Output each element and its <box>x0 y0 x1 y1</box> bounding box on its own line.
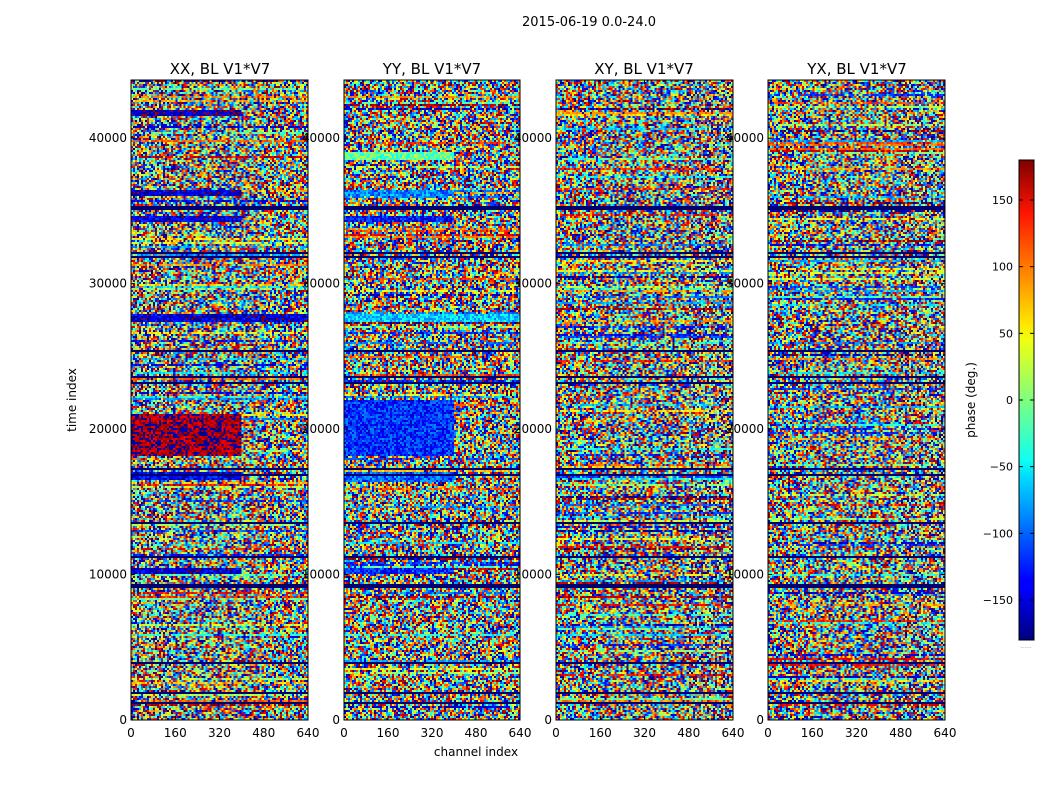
x-tick-label: 480 <box>252 726 275 740</box>
y-tick-label: 40000 <box>726 131 764 145</box>
x-tick-label: 480 <box>889 726 912 740</box>
axis-ticks: 0 160 320 480 640 0 10000 20000 30000 40000 0 160 32… <box>89 80 957 740</box>
y-tick-label: 40000 <box>514 131 552 145</box>
x-tick-label: 160 <box>589 726 612 740</box>
panel-3-heatmap-image <box>556 80 733 720</box>
colorbar-tick-label: 150 <box>992 194 1013 207</box>
x-tick-label: 0 <box>552 726 560 740</box>
x-tick-label: 320 <box>845 726 868 740</box>
colorbar-below-label: ...... <box>1020 643 1032 650</box>
x-tick-label: 640 <box>722 726 745 740</box>
panel-3-title: XY, BL V1*V7 <box>594 60 694 78</box>
y-tick-label: 40000 <box>302 131 340 145</box>
x-tick-label: 0 <box>127 726 135 740</box>
y-tick-label: 20000 <box>302 422 340 436</box>
x-tick-label: 480 <box>465 726 488 740</box>
x-tick-label: 320 <box>208 726 231 740</box>
colorbar-tick-label: 50 <box>999 327 1013 340</box>
x-axis-label: channel index <box>434 745 518 759</box>
heatmap-panel-3: XY, BL V1*V7 <box>555 60 734 721</box>
y-tick-label: 0 <box>119 713 127 727</box>
x-tick-label: 640 <box>509 726 532 740</box>
x-tick-label: 480 <box>677 726 700 740</box>
y-tick-label: 30000 <box>726 277 764 291</box>
x-tick-label: 160 <box>801 726 824 740</box>
x-tick-label: 320 <box>633 726 656 740</box>
colorbar-tick-label: −50 <box>990 461 1013 474</box>
colorbar-tick-label: 0 <box>1006 394 1013 407</box>
panel-1-heatmap-image <box>131 80 308 720</box>
y-tick-label: 30000 <box>514 277 552 291</box>
y-tick-label: 30000 <box>302 277 340 291</box>
x-tick-label: 160 <box>164 726 187 740</box>
y-tick-label: 20000 <box>514 422 552 436</box>
panel-2-heatmap-image <box>344 80 520 720</box>
colorbar-ticks: −150 −100 −50 0 50 100 150 <box>983 194 1034 607</box>
y-tick-label: 20000 <box>89 422 127 436</box>
heatmap-panel-1: XX, BL V1*V7 <box>130 60 309 721</box>
y-tick-label: 30000 <box>89 277 127 291</box>
colorbar-label: phase (deg.) <box>964 362 978 438</box>
y-axis-label: time index <box>65 368 79 432</box>
y-tick-label: 40000 <box>89 131 127 145</box>
panel-2-title: YY, BL V1*V7 <box>382 60 481 78</box>
x-tick-label: 160 <box>377 726 400 740</box>
y-tick-label: 0 <box>756 713 764 727</box>
colorbar-tick-label: −100 <box>983 527 1013 540</box>
x-tick-label: 640 <box>297 726 320 740</box>
y-tick-label: 20000 <box>726 422 764 436</box>
x-tick-label: 640 <box>934 726 957 740</box>
heatmap-panel-4: YX, BL V1*V7 <box>767 60 946 721</box>
x-tick-label: 0 <box>340 726 348 740</box>
y-tick-label: 10000 <box>514 568 552 582</box>
colorbar-tick-label: 100 <box>992 261 1013 274</box>
panel-4-title: YX, BL V1*V7 <box>806 60 907 78</box>
panel-1-title: XX, BL V1*V7 <box>170 60 271 78</box>
y-tick-label: 10000 <box>726 568 764 582</box>
figure-title: 2015-06-19 0.0-24.0 <box>522 15 656 30</box>
y-tick-label: 10000 <box>302 568 340 582</box>
y-tick-label: 0 <box>544 713 552 727</box>
x-tick-label: 0 <box>764 726 772 740</box>
panel-4-heatmap-image <box>768 80 945 720</box>
y-tick-label: 10000 <box>89 568 127 582</box>
colorbar: −150 −100 −50 0 50 100 150 phase (deg.) ...... <box>964 159 1035 650</box>
x-tick-label: 320 <box>421 726 444 740</box>
y-tick-label: 0 <box>332 713 340 727</box>
colorbar-tick-label: −150 <box>983 594 1013 607</box>
heatmap-panel-2: YY, BL V1*V7 <box>343 60 521 721</box>
